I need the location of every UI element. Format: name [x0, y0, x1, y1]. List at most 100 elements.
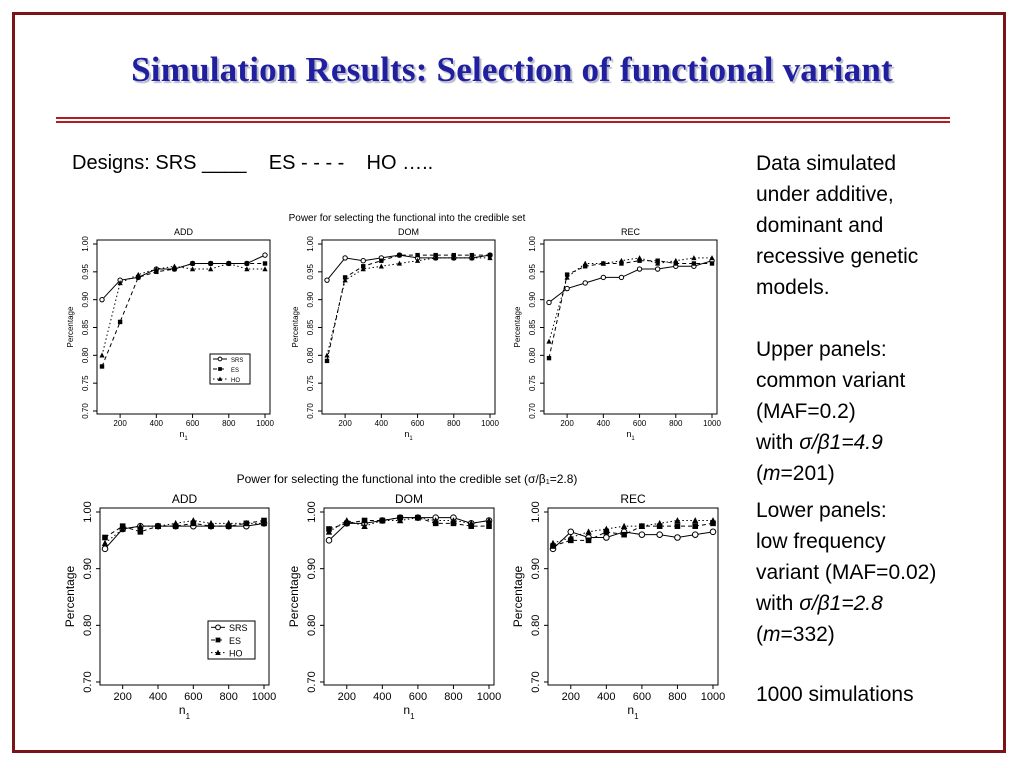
marker-es — [244, 261, 250, 266]
x-tick-label: 400 — [375, 419, 389, 428]
y-tick-label: 0.80 — [306, 615, 318, 636]
marker-ho — [396, 260, 403, 266]
y-tick-label: 0.80 — [528, 347, 537, 363]
marker-es — [673, 261, 678, 266]
y-axis-label: Percentage — [287, 565, 301, 627]
x-tick-label: 800 — [669, 419, 683, 428]
marker-ho — [485, 517, 493, 524]
marker-ho — [172, 519, 179, 527]
x-tick-label: 1000 — [252, 691, 276, 703]
marker-ho — [207, 519, 215, 527]
x-tick-label: 400 — [597, 419, 611, 428]
marker-srs — [325, 537, 333, 544]
series-line-srs — [101, 254, 266, 301]
y-tick-label: 0.85 — [306, 319, 315, 335]
note-line: low frequency — [756, 530, 886, 553]
series-line-srs — [548, 260, 713, 303]
marker-ho — [432, 517, 439, 524]
x-tick-label: 200 — [113, 691, 131, 703]
legend-label: ES — [231, 368, 239, 374]
x-tick-label: 200 — [338, 419, 352, 428]
marker-ho — [99, 352, 105, 358]
marker-ho — [655, 260, 661, 266]
marker-ho — [549, 539, 557, 546]
x-tick-label: 800 — [222, 419, 236, 428]
series-line-srs — [552, 531, 714, 550]
panel-add: ADD 0.70 0.80 0.90 1.00 200 400 600 800 1000 Perce… — [63, 492, 276, 721]
note-text: with — [756, 431, 800, 454]
y-tick-label: 1.00 — [528, 236, 537, 252]
designs-legend-text: Designs: SRS ____ ES - - - - HO ….. — [72, 152, 434, 174]
panel-dom: DOM 0.70 0.75 0.80 0.85 0.90 0.95 1.00 200 400 600… — [291, 227, 499, 442]
marker-ho — [450, 517, 457, 524]
y-tick-label: 1.00 — [306, 501, 318, 522]
chart-title: Power for selecting the functional into … — [289, 213, 526, 224]
marker-ho — [451, 255, 457, 261]
marker-es — [710, 520, 716, 527]
marker-es — [343, 520, 350, 527]
series-line-es — [101, 262, 265, 367]
legend-label: SRS — [231, 358, 243, 364]
marker-ho — [636, 255, 643, 261]
panel-title: ADD — [172, 492, 198, 506]
marker-ho — [468, 519, 475, 527]
marker-es — [585, 537, 592, 544]
marker-es — [567, 537, 574, 544]
x-tick-label: 800 — [444, 691, 462, 703]
marker-srs — [600, 274, 607, 281]
series-line-ho — [328, 517, 490, 533]
y-axis-label: Percentage — [511, 565, 525, 627]
note-line: (m=332) — [756, 619, 1006, 650]
panel-title: DOM — [398, 227, 419, 237]
marker-srs — [564, 285, 570, 292]
note-line: Data simulated — [756, 152, 897, 175]
marker-srs — [709, 528, 717, 536]
marker-es — [415, 252, 420, 258]
marker-es — [136, 275, 141, 280]
chart-legend: SRS ES HO — [209, 353, 251, 385]
y-tick-label: 0.90 — [530, 558, 542, 579]
panel-title: ADD — [174, 227, 194, 237]
marker-es — [262, 261, 268, 266]
marker-srs — [101, 545, 109, 553]
y-tick-label: 0.90 — [306, 291, 315, 307]
y-tick-label: 0.95 — [81, 264, 90, 280]
y-tick-label: 0.70 — [81, 403, 90, 419]
note-line: models. — [756, 276, 830, 299]
series-line-ho — [104, 519, 264, 544]
notes-block-upper: Upper panels: common variant (MAF=0.2) w… — [756, 334, 1006, 489]
marker-es — [432, 520, 439, 527]
marker-ho — [226, 260, 232, 266]
marker-es — [190, 261, 195, 266]
marker-ho — [564, 274, 570, 280]
note-line: 1000 simulations — [756, 683, 914, 706]
marker-ho — [117, 280, 123, 286]
x-axis-label: n1 — [179, 703, 191, 721]
marker-ho — [324, 352, 330, 358]
y-tick-label: 0.70 — [306, 671, 318, 692]
x-tick-label: 800 — [447, 419, 461, 428]
marker-srs — [656, 531, 663, 538]
y-tick-label: 0.80 — [530, 615, 542, 636]
y-tick-label: 0.75 — [528, 375, 537, 391]
marker-srs — [638, 531, 646, 538]
marker-ho — [171, 263, 178, 269]
y-tick-label: 0.85 — [81, 319, 90, 335]
notes-block-models: Data simulated under additive, dominant … — [756, 148, 1006, 303]
chart-title: Power for selecting the functional into … — [237, 472, 578, 486]
marker-es — [379, 258, 384, 263]
plot-frame — [321, 239, 496, 415]
panel-add: ADD 0.70 0.75 0.80 0.85 0.90 0.95 1.00 200 400 600… — [66, 227, 274, 442]
marker-srs — [567, 528, 575, 536]
note-line: recessive genetic — [756, 245, 919, 268]
slide-frame — [12, 12, 1006, 753]
marker-srs — [618, 274, 625, 281]
series-line-es — [548, 260, 712, 359]
y-tick-label: 0.75 — [306, 375, 315, 391]
plot-frame — [99, 507, 270, 686]
x-axis-label: n1 — [179, 429, 188, 442]
marker-es — [546, 355, 552, 361]
x-tick-label: 400 — [150, 419, 164, 428]
marker-es — [99, 364, 105, 369]
